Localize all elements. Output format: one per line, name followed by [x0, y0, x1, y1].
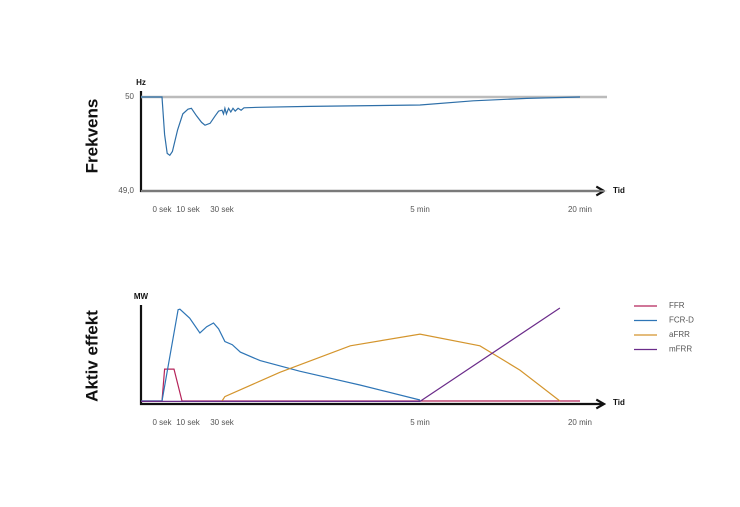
x-tick-label: 20 min: [568, 205, 592, 214]
x-tick-label: 5 min: [410, 418, 430, 427]
y-unit: MW: [134, 292, 149, 301]
series-line: [141, 307, 561, 402]
legend-label: aFRR: [669, 330, 690, 339]
legend-label: FFR: [669, 301, 685, 310]
y-tick-label: 50: [125, 92, 134, 101]
x-tick-label: 5 min: [410, 205, 430, 214]
y-axis-label: Frekvens: [82, 99, 101, 174]
x-tick-label: 30 sek: [210, 418, 235, 427]
series-line: [221, 333, 561, 402]
frequency-panel: Frekvens Hz Tid 0 sek 10 sek 30 sek 5 min 20…: [82, 78, 624, 214]
y-unit: Hz: [136, 78, 146, 87]
series-line: [141, 308, 421, 402]
series-line: [141, 96, 581, 157]
x-tick-label: 10 sek: [176, 205, 201, 214]
x-tick-label: 10 sek: [176, 418, 201, 427]
x-axis-label: Tid: [613, 398, 625, 407]
x-tick-label: 0 sek: [152, 205, 172, 214]
axis: [139, 305, 607, 410]
x-axis-label: Tid: [613, 186, 625, 195]
y-axis-label: Aktiv effekt: [82, 310, 101, 402]
legend-label: FCR-D: [669, 316, 694, 325]
x-tick-label: 30 sek: [210, 205, 235, 214]
x-tick-label: 20 min: [568, 418, 592, 427]
y-tick-label: 49,0: [118, 186, 134, 195]
power-panel: Aktiv effekt MW Tid 0 sek 10 sek 30 sek 5 m…: [82, 292, 694, 427]
legend-label: mFRR: [669, 345, 692, 354]
x-tick-label: 0 sek: [152, 418, 172, 427]
